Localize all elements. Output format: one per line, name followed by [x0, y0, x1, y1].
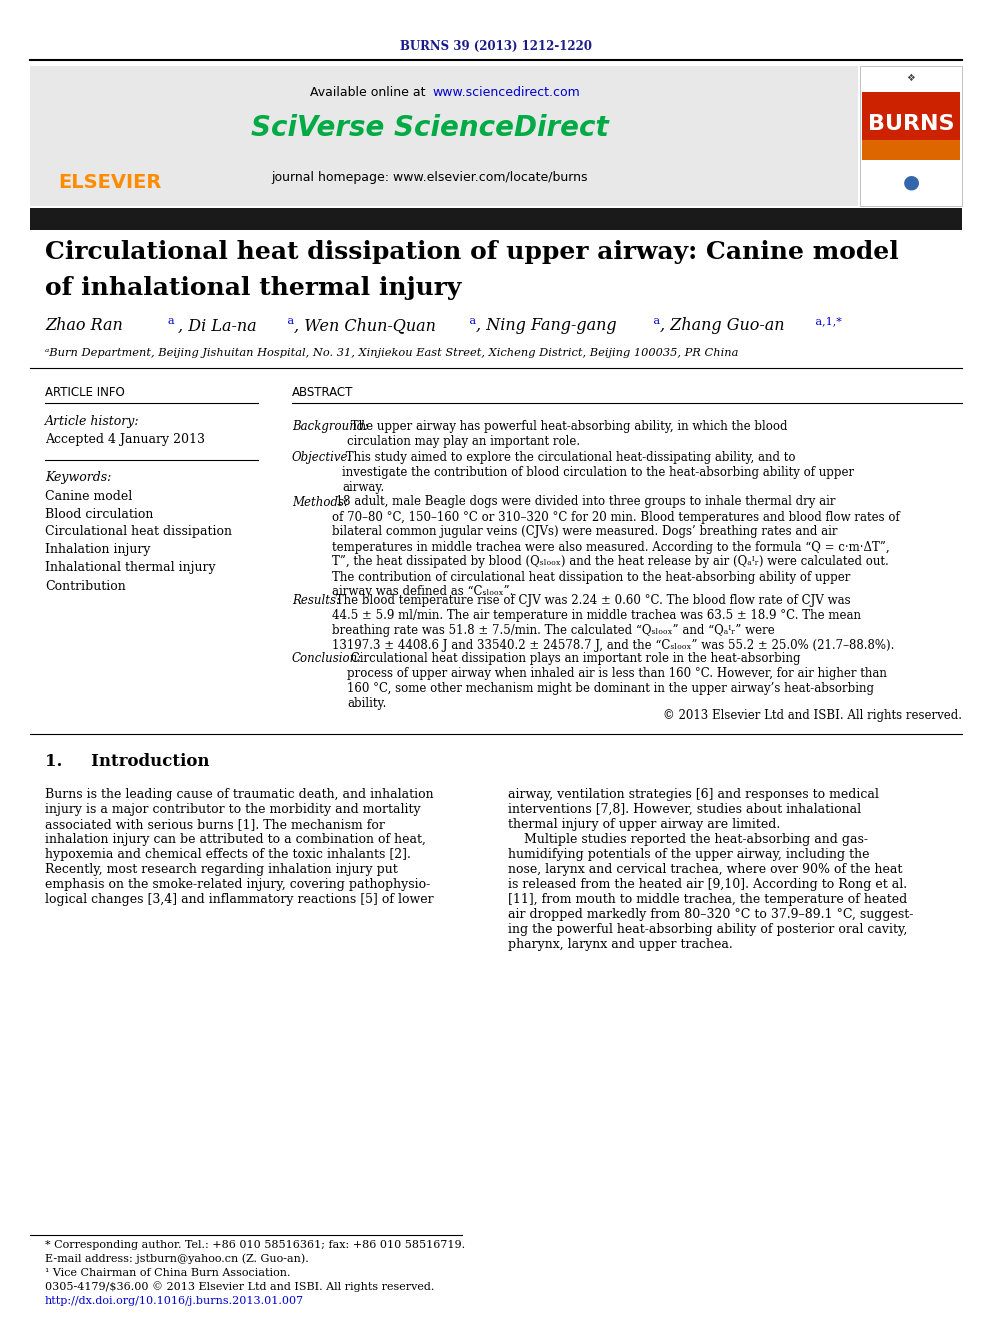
Text: Canine model: Canine model	[45, 490, 132, 503]
Text: www.sciencedirect.com: www.sciencedirect.com	[432, 86, 579, 98]
Text: Contribution: Contribution	[45, 579, 126, 593]
Text: Inhalation injury: Inhalation injury	[45, 544, 151, 557]
Text: a: a	[466, 316, 476, 325]
Text: Results:: Results:	[292, 594, 340, 607]
Text: ARTICLE INFO: ARTICLE INFO	[45, 386, 125, 400]
Bar	[862, 67, 960, 90]
Text: Methods:: Methods:	[292, 496, 348, 508]
Bar	[862, 93, 960, 152]
Text: ELSEVIER: ELSEVIER	[59, 172, 162, 192]
Text: © 2013 Elsevier Ltd and ISBI. All rights reserved.: © 2013 Elsevier Ltd and ISBI. All rights…	[663, 709, 962, 722]
Text: journal homepage: www.elsevier.com/locate/burns: journal homepage: www.elsevier.com/locat…	[272, 172, 588, 184]
Text: Circulational heat dissipation plays an important role in the heat-absorbing
pro: Circulational heat dissipation plays an …	[347, 652, 887, 710]
Text: Circulational heat dissipation of upper airway: Canine model: Circulational heat dissipation of upper …	[45, 239, 899, 265]
Text: The upper airway has powerful heat-absorbing ability, in which the blood
circula: The upper airway has powerful heat-absor…	[347, 419, 788, 448]
Text: , Zhang Guo-an: , Zhang Guo-an	[660, 318, 785, 335]
Text: ABSTRACT: ABSTRACT	[292, 386, 353, 400]
Text: This study aimed to explore the circulational heat-dissipating ability, and to
i: This study aimed to explore the circulat…	[342, 451, 854, 493]
Text: , Ning Fang-gang: , Ning Fang-gang	[476, 318, 617, 335]
Bar	[860, 66, 962, 206]
Text: SciVerse ScienceDirect: SciVerse ScienceDirect	[251, 114, 609, 142]
Text: Circulational heat dissipation: Circulational heat dissipation	[45, 525, 232, 538]
Text: Keywords:: Keywords:	[45, 471, 111, 484]
Text: a: a	[650, 316, 660, 325]
Text: BURNS 39 (2013) 1212-1220: BURNS 39 (2013) 1212-1220	[400, 40, 592, 53]
Text: ●: ●	[903, 172, 920, 192]
Bar	[30, 208, 962, 230]
Text: a,1,*: a,1,*	[812, 316, 842, 325]
Text: ᵃBurn Department, Beijing Jishuitan Hospital, No. 31, Xinjiekou East Street, Xic: ᵃBurn Department, Beijing Jishuitan Hosp…	[45, 348, 738, 359]
Text: http://dx.doi.org/10.1016/j.burns.2013.01.007: http://dx.doi.org/10.1016/j.burns.2013.0…	[45, 1297, 305, 1306]
Bar	[30, 66, 858, 206]
Text: Article history:: Article history:	[45, 415, 140, 429]
Text: Conclusion:: Conclusion:	[292, 652, 362, 665]
Text: Objective:: Objective:	[292, 451, 352, 464]
Text: Accepted 4 January 2013: Accepted 4 January 2013	[45, 434, 205, 446]
Text: , Wen Chun-Quan: , Wen Chun-Quan	[294, 318, 435, 335]
Text: The blood temperature rise of CJV was 2.24 ± 0.60 °C. The blood flow rate of CJV: The blood temperature rise of CJV was 2.…	[332, 594, 895, 652]
Text: , Di La-na: , Di La-na	[178, 318, 257, 335]
Text: ¹ Vice Chairman of China Burn Association.: ¹ Vice Chairman of China Burn Associatio…	[45, 1267, 291, 1278]
Bar	[862, 161, 960, 202]
Text: Available online at: Available online at	[310, 86, 430, 98]
Text: a: a	[168, 316, 175, 325]
Text: * Corresponding author. Tel.: +86 010 58516361; fax: +86 010 58516719.: * Corresponding author. Tel.: +86 010 58…	[45, 1240, 465, 1250]
Text: a: a	[284, 316, 294, 325]
Text: Blood circulation: Blood circulation	[45, 508, 154, 520]
Bar	[862, 140, 960, 160]
Text: Inhalational thermal injury: Inhalational thermal injury	[45, 561, 215, 574]
Text: Background:: Background:	[292, 419, 368, 433]
Text: E-mail address: jstburn@yahoo.cn (Z. Guo-an).: E-mail address: jstburn@yahoo.cn (Z. Guo…	[45, 1254, 309, 1265]
Text: 0305-4179/$36.00 © 2013 Elsevier Ltd and ISBI. All rights reserved.: 0305-4179/$36.00 © 2013 Elsevier Ltd and…	[45, 1282, 434, 1293]
Text: BURNS: BURNS	[868, 114, 954, 134]
Text: Burns is the leading cause of traumatic death, and inhalation
injury is a major : Burns is the leading cause of traumatic …	[45, 789, 434, 906]
Text: 1.     Introduction: 1. Introduction	[45, 754, 209, 770]
Text: 18 adult, male Beagle dogs were divided into three groups to inhale thermal dry : 18 adult, male Beagle dogs were divided …	[332, 496, 900, 598]
Text: airway, ventilation strategies [6] and responses to medical
interventions [7,8].: airway, ventilation strategies [6] and r…	[508, 789, 914, 951]
Text: of inhalational thermal injury: of inhalational thermal injury	[45, 277, 461, 300]
Text: Zhao Ran: Zhao Ran	[45, 318, 123, 335]
Text: ❖: ❖	[907, 73, 916, 83]
